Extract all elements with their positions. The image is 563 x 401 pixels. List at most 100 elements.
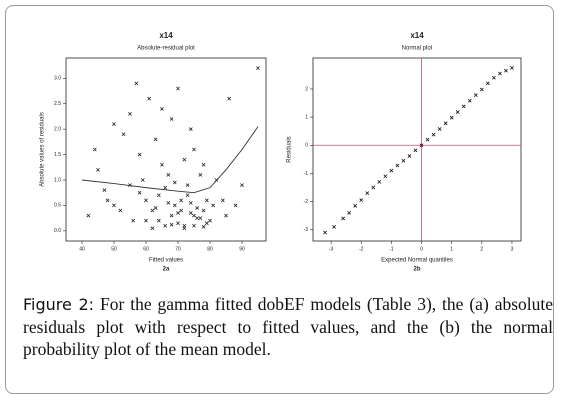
y-tick-label: 1	[305, 114, 308, 120]
point	[437, 127, 442, 131]
point	[182, 223, 187, 228]
point	[204, 198, 209, 203]
point	[371, 185, 376, 190]
point	[510, 65, 514, 70]
point	[504, 68, 508, 73]
point	[208, 218, 212, 223]
y-tick-label: -2	[304, 199, 309, 205]
point	[485, 81, 490, 86]
point	[102, 188, 107, 193]
point	[147, 96, 152, 101]
x-tick-label: 1	[450, 246, 453, 252]
point	[121, 132, 126, 137]
point	[498, 71, 502, 76]
x-tick-label: -3	[329, 246, 334, 252]
point	[473, 93, 478, 98]
x-tick-label: 0	[420, 246, 423, 252]
x-tick-label: 50	[111, 246, 117, 252]
point	[169, 213, 174, 218]
point	[395, 163, 400, 168]
point	[192, 213, 196, 218]
point	[365, 191, 370, 196]
point	[204, 221, 209, 226]
point	[188, 211, 193, 215]
point	[377, 179, 382, 184]
point	[86, 213, 91, 218]
y-tick-label: 0.0	[54, 228, 61, 234]
point	[131, 218, 136, 223]
chart-subtitle: Absolute-residual plot	[137, 46, 195, 52]
point	[419, 143, 424, 148]
point	[401, 158, 406, 163]
plot-frame	[65, 57, 267, 242]
x-tick-label: 70	[175, 246, 181, 252]
chart-title: x14	[410, 31, 424, 40]
y-tick-label: 0	[305, 143, 308, 149]
point	[201, 224, 206, 229]
point	[227, 96, 232, 101]
point	[179, 198, 184, 203]
point	[166, 173, 171, 177]
y-axis-label: Residuals	[287, 136, 293, 162]
point	[467, 98, 472, 103]
charts: x14 Absolute-residual plot Fitted values 2a…	[40, 31, 522, 273]
point	[431, 132, 436, 137]
y-tick-label: 0.5	[54, 203, 61, 209]
y-tick-label: 2.0	[54, 126, 61, 132]
point	[443, 121, 448, 126]
point	[137, 190, 142, 195]
point	[176, 221, 180, 226]
point	[153, 206, 158, 210]
point	[332, 225, 336, 229]
point	[455, 110, 460, 114]
point	[172, 180, 177, 185]
point	[323, 230, 327, 235]
point	[240, 183, 244, 187]
point	[140, 178, 145, 182]
point	[201, 162, 206, 167]
point	[150, 226, 155, 231]
point	[163, 223, 168, 228]
x-tick-label: 90	[239, 246, 245, 252]
caption-text: For the gamma fitted dobEF models (Table…	[23, 294, 554, 359]
x-tick-label: 60	[143, 246, 149, 252]
point	[105, 198, 110, 203]
point	[256, 66, 260, 71]
x-tick-label: -2	[359, 246, 364, 252]
point	[156, 218, 161, 223]
point	[220, 198, 225, 203]
point	[128, 112, 132, 116]
point	[112, 122, 116, 126]
point	[160, 106, 164, 111]
y-tick-label: 1.0	[54, 177, 61, 183]
caption-label: Figure 2:	[23, 295, 95, 314]
point	[195, 206, 200, 210]
point	[479, 87, 484, 92]
point	[353, 203, 358, 208]
point	[201, 208, 206, 213]
point	[341, 216, 346, 221]
y-tick-label: -3	[304, 227, 309, 233]
point	[233, 203, 238, 208]
point	[198, 216, 203, 221]
point	[92, 147, 97, 152]
point	[195, 216, 200, 221]
point	[407, 154, 412, 158]
point	[425, 137, 430, 142]
point	[461, 104, 466, 109]
y-tick-label: 1.5	[54, 152, 61, 158]
point	[389, 168, 394, 173]
point	[491, 75, 496, 80]
point	[224, 213, 228, 218]
point	[198, 173, 203, 177]
point	[176, 211, 180, 215]
y-tick-label: 2.5	[54, 101, 61, 107]
x-axis-label: Expected Normal quantiles	[381, 258, 453, 264]
point	[211, 203, 216, 208]
point	[176, 86, 180, 91]
point	[137, 152, 142, 157]
point	[134, 81, 139, 86]
panel-label: 2a	[163, 267, 170, 273]
point	[96, 167, 100, 172]
